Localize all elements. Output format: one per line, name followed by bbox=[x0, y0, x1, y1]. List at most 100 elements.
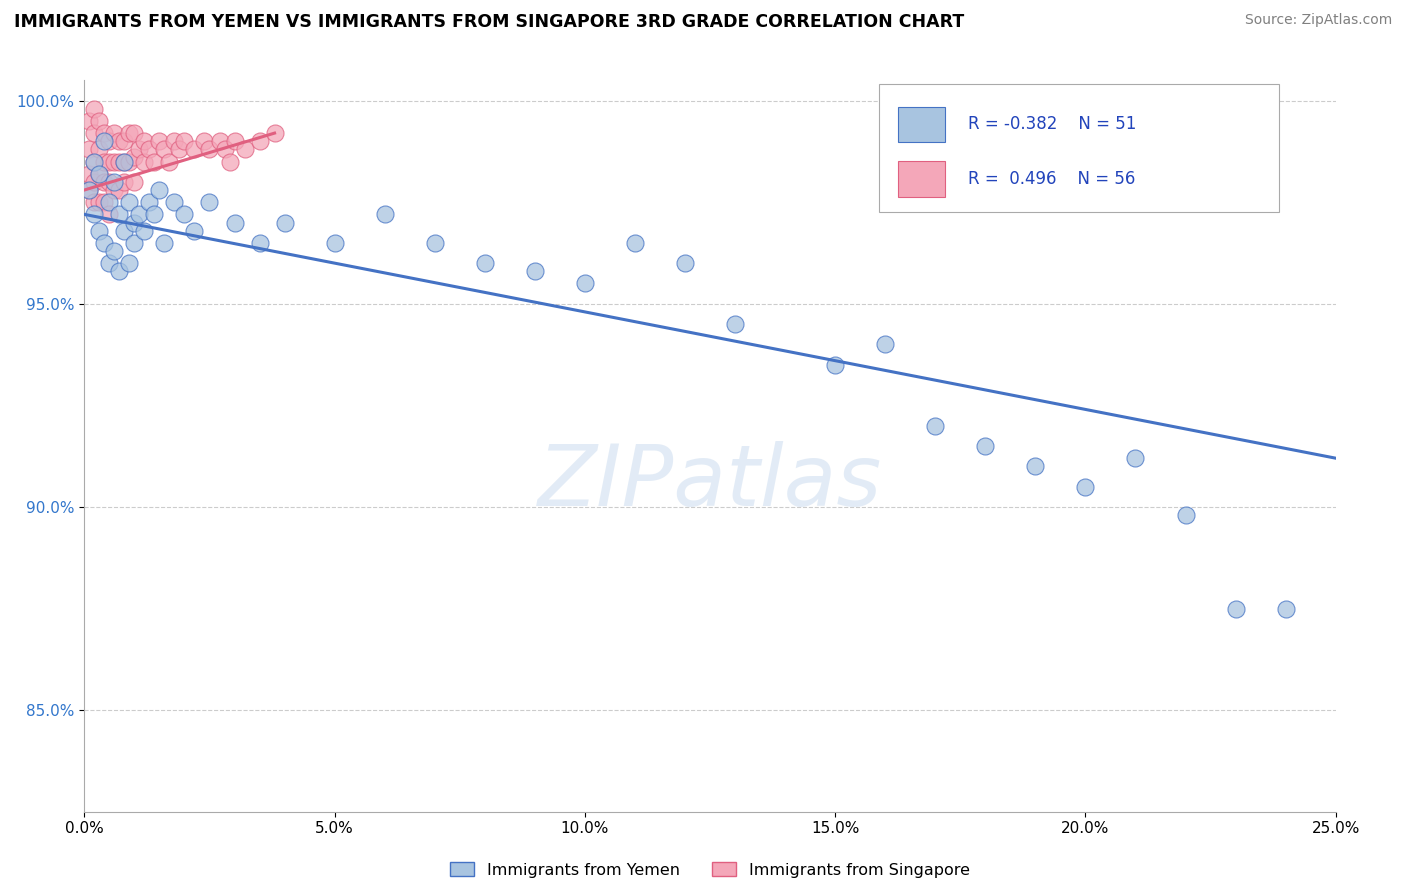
Point bbox=[143, 207, 166, 221]
Point bbox=[108, 264, 131, 278]
Y-axis label: 3rd Grade: 3rd Grade bbox=[0, 404, 3, 488]
Text: ZIPatlas: ZIPatlas bbox=[538, 441, 882, 524]
Point bbox=[198, 195, 221, 210]
Point bbox=[128, 207, 150, 221]
Point bbox=[153, 142, 176, 156]
Point bbox=[875, 337, 897, 351]
Point bbox=[98, 195, 121, 210]
Point bbox=[124, 151, 146, 165]
Point bbox=[128, 142, 150, 156]
Point bbox=[474, 256, 496, 270]
Point bbox=[143, 154, 166, 169]
Point bbox=[79, 114, 101, 128]
Point bbox=[574, 277, 596, 291]
Point bbox=[98, 175, 121, 189]
Point bbox=[112, 154, 135, 169]
Point bbox=[93, 195, 115, 210]
Text: IMMIGRANTS FROM YEMEN VS IMMIGRANTS FROM SINGAPORE 3RD GRADE CORRELATION CHART: IMMIGRANTS FROM YEMEN VS IMMIGRANTS FROM… bbox=[14, 13, 965, 31]
Point bbox=[124, 126, 146, 140]
Point bbox=[159, 154, 181, 169]
Point bbox=[83, 207, 105, 221]
Point bbox=[224, 215, 246, 229]
Point bbox=[233, 142, 256, 156]
Point bbox=[98, 207, 121, 221]
Legend: Immigrants from Yemen, Immigrants from Singapore: Immigrants from Yemen, Immigrants from S… bbox=[444, 855, 976, 884]
Point bbox=[148, 183, 170, 197]
Point bbox=[163, 195, 186, 210]
Point bbox=[83, 195, 105, 210]
Point bbox=[108, 207, 131, 221]
Point bbox=[103, 244, 125, 258]
Point bbox=[118, 256, 141, 270]
Point bbox=[153, 235, 176, 250]
Point bbox=[124, 215, 146, 229]
Point bbox=[183, 142, 205, 156]
Text: R =  0.496    N = 56: R = 0.496 N = 56 bbox=[967, 170, 1135, 188]
Point bbox=[112, 134, 135, 148]
Point bbox=[924, 418, 946, 433]
Point bbox=[118, 154, 141, 169]
Point bbox=[134, 134, 156, 148]
Point bbox=[724, 317, 747, 331]
Text: R = -0.382    N = 51: R = -0.382 N = 51 bbox=[967, 115, 1136, 133]
Point bbox=[134, 154, 156, 169]
Point bbox=[83, 175, 105, 189]
Point bbox=[79, 183, 101, 197]
Point bbox=[423, 235, 446, 250]
Point bbox=[249, 235, 271, 250]
Point bbox=[103, 126, 125, 140]
Point bbox=[974, 439, 997, 453]
Point bbox=[118, 126, 141, 140]
Point bbox=[108, 134, 131, 148]
Point bbox=[98, 154, 121, 169]
Point bbox=[249, 134, 271, 148]
Point bbox=[1074, 480, 1097, 494]
Point bbox=[98, 256, 121, 270]
Point bbox=[263, 126, 285, 140]
Point bbox=[1225, 601, 1247, 615]
Point bbox=[89, 142, 111, 156]
Point bbox=[124, 175, 146, 189]
Point bbox=[193, 134, 215, 148]
Point bbox=[1174, 508, 1197, 522]
Point bbox=[79, 142, 101, 156]
Point bbox=[93, 175, 115, 189]
Point bbox=[214, 142, 236, 156]
Point bbox=[112, 224, 135, 238]
Point bbox=[108, 154, 131, 169]
Point bbox=[112, 175, 135, 189]
Point bbox=[1125, 451, 1147, 466]
Point bbox=[93, 154, 115, 169]
Point bbox=[169, 142, 191, 156]
Point bbox=[103, 154, 125, 169]
Point bbox=[108, 183, 131, 197]
Point bbox=[83, 154, 105, 169]
Point bbox=[134, 224, 156, 238]
Point bbox=[138, 195, 160, 210]
Point bbox=[124, 235, 146, 250]
Point bbox=[323, 235, 346, 250]
Point bbox=[103, 183, 125, 197]
Point bbox=[374, 207, 396, 221]
Point bbox=[83, 154, 105, 169]
Point bbox=[79, 183, 101, 197]
Point bbox=[523, 264, 546, 278]
Point bbox=[183, 224, 205, 238]
Point bbox=[1024, 459, 1046, 474]
Point bbox=[173, 134, 195, 148]
Point bbox=[824, 358, 846, 372]
Point bbox=[163, 134, 186, 148]
Point bbox=[89, 224, 111, 238]
Point bbox=[673, 256, 696, 270]
Point bbox=[83, 102, 105, 116]
Point bbox=[208, 134, 231, 148]
Point bbox=[273, 215, 295, 229]
Point bbox=[93, 126, 115, 140]
Point bbox=[89, 167, 111, 181]
Point bbox=[138, 142, 160, 156]
Point bbox=[218, 154, 240, 169]
Point bbox=[89, 114, 111, 128]
Point bbox=[624, 235, 647, 250]
FancyBboxPatch shape bbox=[879, 84, 1279, 212]
Point bbox=[89, 195, 111, 210]
